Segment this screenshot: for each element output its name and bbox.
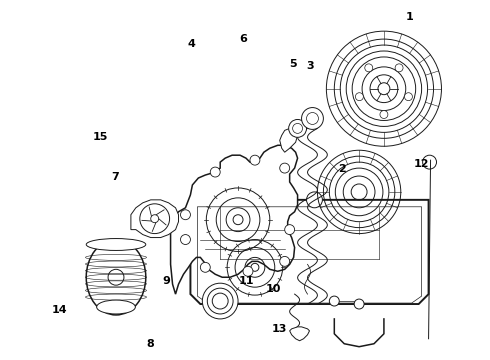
Circle shape <box>280 256 290 266</box>
Circle shape <box>280 163 290 173</box>
Text: 13: 13 <box>271 324 287 334</box>
Text: 1: 1 <box>405 13 413 22</box>
Circle shape <box>395 64 403 72</box>
Text: 12: 12 <box>413 159 429 169</box>
Text: 5: 5 <box>289 59 296 69</box>
Text: 3: 3 <box>306 61 314 71</box>
Text: 4: 4 <box>188 39 196 49</box>
Circle shape <box>200 262 210 272</box>
Circle shape <box>151 215 159 223</box>
Circle shape <box>301 108 323 129</box>
Text: 15: 15 <box>93 132 108 142</box>
Circle shape <box>210 167 220 177</box>
Circle shape <box>212 293 228 309</box>
Text: 2: 2 <box>339 164 346 174</box>
Circle shape <box>250 155 260 165</box>
Circle shape <box>243 266 253 276</box>
Circle shape <box>380 111 388 118</box>
Circle shape <box>329 296 339 306</box>
Circle shape <box>180 235 191 244</box>
Circle shape <box>180 210 191 220</box>
Polygon shape <box>171 145 297 294</box>
Circle shape <box>207 288 233 314</box>
Circle shape <box>355 93 364 101</box>
Text: 6: 6 <box>240 34 247 44</box>
Text: 14: 14 <box>51 305 67 315</box>
Ellipse shape <box>86 239 146 251</box>
Circle shape <box>202 283 238 319</box>
Text: 10: 10 <box>266 284 281 294</box>
Text: 8: 8 <box>147 339 154 348</box>
Circle shape <box>289 120 307 137</box>
Circle shape <box>285 225 294 235</box>
Circle shape <box>307 192 322 208</box>
Circle shape <box>365 64 373 72</box>
Text: 9: 9 <box>162 276 170 286</box>
Ellipse shape <box>86 239 146 315</box>
Ellipse shape <box>97 300 135 314</box>
Polygon shape <box>290 327 310 341</box>
Circle shape <box>404 93 413 101</box>
Polygon shape <box>131 200 178 238</box>
Polygon shape <box>191 200 429 304</box>
Circle shape <box>354 299 364 309</box>
Text: 11: 11 <box>238 276 254 286</box>
Text: 7: 7 <box>111 172 119 182</box>
Polygon shape <box>280 129 297 152</box>
